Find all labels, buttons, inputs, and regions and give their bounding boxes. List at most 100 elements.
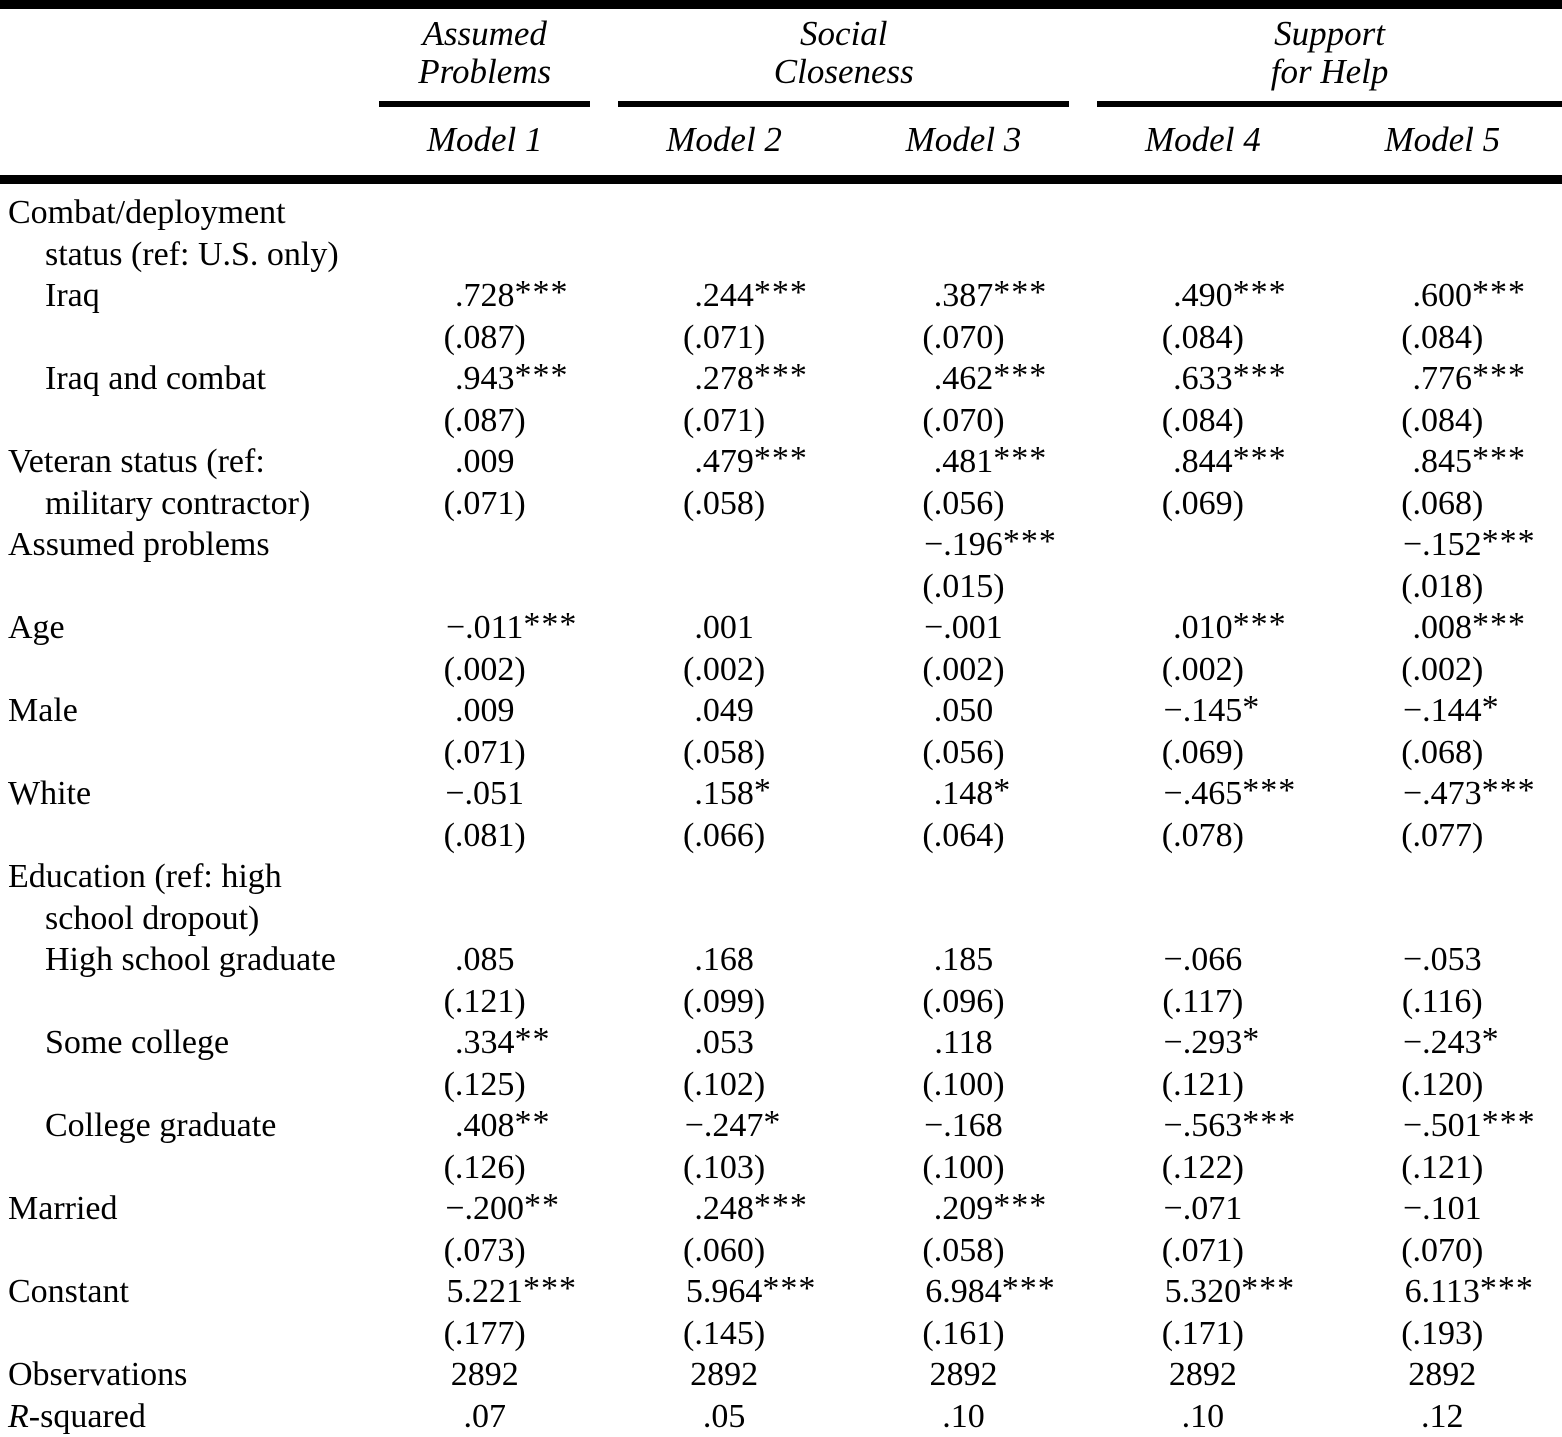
cell-model-4	[1083, 898, 1322, 940]
row-label	[0, 566, 365, 608]
row-label	[0, 1230, 365, 1272]
cell-model-5: (.077)	[1323, 815, 1562, 857]
row-label: Age	[0, 607, 365, 649]
coefficient-value: .490***	[1173, 275, 1233, 317]
significance-stars: *	[763, 1102, 781, 1144]
cell-model-2: .001	[604, 607, 843, 649]
model-header-3: Model 3	[844, 107, 1083, 180]
cell-model-3: .209***	[844, 1188, 1083, 1230]
row-label: High school graduate	[0, 939, 365, 981]
cell-model-5: −.101	[1323, 1188, 1562, 1230]
cell-model-3: 2892	[844, 1354, 1083, 1396]
top-rule	[0, 0, 1562, 9]
cell-model-5: 6.113***	[1323, 1271, 1562, 1313]
coefficient-value: .728***	[455, 275, 515, 317]
cell-model-1: (.087)	[365, 400, 604, 442]
cell-model-4: (.071)	[1083, 1230, 1322, 1272]
cell-model-3	[844, 180, 1083, 234]
cell-model-1: −.011***	[365, 607, 604, 649]
cell-model-4	[1083, 566, 1322, 608]
cell-model-3: (.056)	[844, 483, 1083, 525]
significance-stars: *	[754, 770, 772, 812]
cell-model-1: (.081)	[365, 815, 604, 857]
row-label: R-squared	[0, 1396, 365, 1437]
significance-stars: ***	[754, 355, 808, 397]
cell-model-1	[365, 524, 604, 566]
cell-model-4: (.171)	[1083, 1313, 1322, 1355]
group-header-social-closeness: Social Closeness	[604, 9, 1083, 107]
significance-stars: ***	[1233, 604, 1287, 646]
cell-model-4: 5.320***	[1083, 1271, 1322, 1313]
cell-model-2: (.071)	[604, 317, 843, 359]
row-label: Combat/deployment	[0, 180, 365, 234]
row-label: Observations	[0, 1354, 365, 1396]
cell-model-3	[844, 856, 1083, 898]
cell-model-2: (.103)	[604, 1147, 843, 1189]
cell-model-5: (.002)	[1323, 649, 1562, 691]
cell-model-3: .118	[844, 1022, 1083, 1064]
cell-model-3: −.168	[844, 1105, 1083, 1147]
significance-stars: ***	[762, 1268, 816, 1310]
cell-model-5: .845***	[1323, 441, 1562, 483]
cell-model-1	[365, 180, 604, 234]
coefficient-value: .387***	[934, 275, 994, 317]
cell-model-4	[1083, 524, 1322, 566]
cell-model-5: −.144*	[1323, 690, 1562, 732]
group-spanner-rule: Support for Help	[1097, 9, 1562, 107]
cell-model-1: .943***	[365, 358, 604, 400]
cell-model-5: −.501***	[1323, 1105, 1562, 1147]
cell-model-4: .010***	[1083, 607, 1322, 649]
cell-model-3: (.096)	[844, 981, 1083, 1023]
cell-model-2	[604, 856, 843, 898]
coefficient-value: −.501***	[1403, 1105, 1482, 1147]
cell-model-2	[604, 180, 843, 234]
row-label: Constant	[0, 1271, 365, 1313]
cell-model-1: 5.221***	[365, 1271, 604, 1313]
coefficient-value: .600***	[1413, 275, 1473, 317]
group-title-line: for Help	[1097, 53, 1562, 91]
cell-model-2: (.058)	[604, 483, 843, 525]
cell-model-5: .776***	[1323, 358, 1562, 400]
cell-model-4: (.084)	[1083, 317, 1322, 359]
significance-stars: ***	[993, 272, 1047, 314]
table-row: Male.009.049.050−.145*−.144*	[0, 690, 1562, 732]
coefficient-value: .481***	[934, 441, 994, 483]
cell-model-2: 5.964***	[604, 1271, 843, 1313]
group-spanner-rule: Social Closeness	[618, 9, 1069, 107]
row-label	[0, 815, 365, 857]
coefficient-value: 6.113***	[1405, 1271, 1480, 1313]
coefficient-value: −.144*	[1403, 690, 1482, 732]
cell-model-1: .334**	[365, 1022, 604, 1064]
significance-stars: ***	[1472, 604, 1526, 646]
significance-stars: *	[993, 770, 1011, 812]
table-row: Married−.200**.248***.209***−.071−.101	[0, 1188, 1562, 1230]
cell-model-1: (.073)	[365, 1230, 604, 1272]
cell-model-2: −.247*	[604, 1105, 843, 1147]
row-label: Veteran status (ref:	[0, 441, 365, 483]
row-label: Education (ref: high	[0, 856, 365, 898]
coefficient-value: .943***	[455, 358, 515, 400]
cell-model-3: (.058)	[844, 1230, 1083, 1272]
coefficient-value: −.247*	[685, 1105, 764, 1147]
regression-table: Assumed Problems Social Closeness Suppor…	[0, 9, 1562, 1437]
significance-stars: ***	[1242, 1102, 1296, 1144]
significance-stars: ***	[523, 604, 577, 646]
cell-model-5: (.121)	[1323, 1147, 1562, 1189]
significance-stars: ***	[1472, 438, 1526, 480]
coefficient-value: .148*	[934, 773, 994, 815]
cell-model-2: (.099)	[604, 981, 843, 1023]
table-row: (.071)(.058)(.056)(.069)(.068)	[0, 732, 1562, 774]
cell-model-2: .05	[604, 1396, 843, 1437]
coefficient-value: −.196***	[924, 524, 1003, 566]
cell-model-2: .168	[604, 939, 843, 981]
significance-stars: ***	[1482, 770, 1536, 812]
row-label	[0, 981, 365, 1023]
cell-model-3: .050	[844, 690, 1083, 732]
row-label	[0, 1313, 365, 1355]
row-label: status (ref: U.S. only)	[0, 234, 365, 276]
cell-model-1: (.125)	[365, 1064, 604, 1106]
table-row: (.087)(.071)(.070)(.084)(.084)	[0, 317, 1562, 359]
